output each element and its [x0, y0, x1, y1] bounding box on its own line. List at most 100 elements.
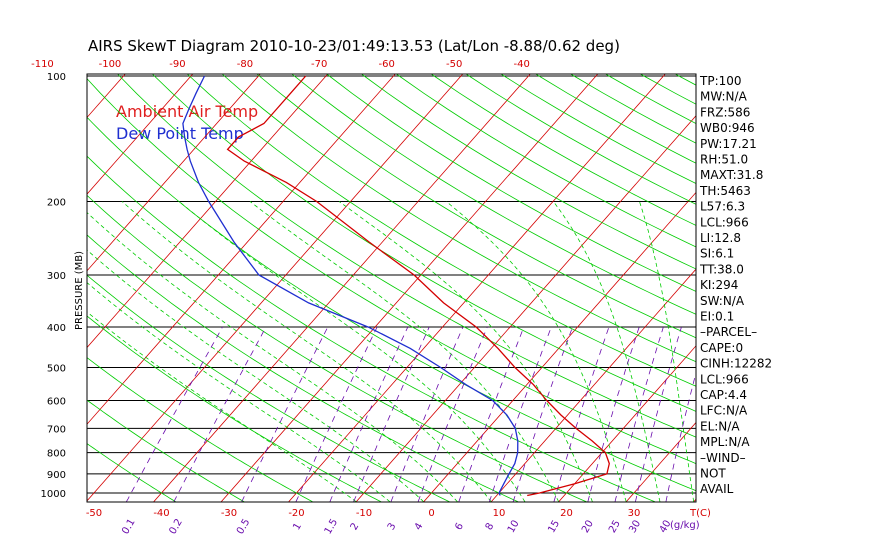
mixing-ratio-tick-label: 1.5 — [323, 517, 340, 536]
dry-adiabat-line — [87, 155, 656, 502]
moist-adiabat-line — [639, 201, 695, 502]
sounding-index-item: FRZ:586 — [700, 105, 750, 119]
moist-adiabat-line — [87, 311, 357, 502]
sounding-index-item: CAP:4.4 — [700, 388, 747, 402]
isotherm-line — [87, 74, 261, 272]
dry-adiabat-line — [186, 74, 696, 387]
sounding-index-item: KI:294 — [700, 278, 738, 292]
dry-adiabat-line — [117, 74, 696, 438]
dry-adiabat-line — [674, 74, 696, 86]
pressure-tick-label: 600 — [47, 396, 66, 407]
top-temp-tick-label: -80 — [237, 59, 253, 70]
mixing-ratio-line — [512, 326, 573, 502]
mixing-ratio-line — [126, 326, 223, 502]
mixing-ratio-tick-label: 20 — [580, 518, 596, 535]
sounding-index-item: CAPE:0 — [700, 341, 743, 355]
isotherm-line — [829, 57, 870, 502]
mixing-ratio-line — [458, 326, 525, 502]
top-temp-tick-label: -40 — [514, 59, 530, 70]
bottom-temp-tick-label: 10 — [493, 508, 506, 519]
plot-area — [87, 57, 870, 502]
pressure-tick-label: 500 — [47, 363, 66, 374]
mixing-ratio-tick-label: 4 — [413, 521, 426, 532]
plot-frame — [86, 73, 697, 503]
bottom-temp-tick-label: -30 — [221, 508, 237, 519]
dry-adiabat-line — [87, 315, 382, 502]
isotherm-line — [220, 74, 599, 502]
mixing-ratio-line — [417, 326, 488, 502]
isotherm-line — [761, 57, 870, 502]
bottom-temp-tick-label: 20 — [560, 508, 573, 519]
sounding-index-item: TT:38.0 — [699, 262, 744, 276]
top-temp-tick-label: -90 — [169, 59, 185, 70]
sounding-index-item: LFC:N/A — [700, 404, 748, 418]
pressure-tick-label: 1000 — [41, 489, 66, 500]
sounding-index-item: PW:17.21 — [700, 137, 757, 151]
pressure-tick-label: 200 — [47, 198, 66, 209]
dry-adiabat-line — [326, 74, 696, 292]
mixing-ratio-line — [329, 326, 409, 502]
moist-adiabat-line — [338, 201, 593, 502]
dry-adiabat-line — [430, 74, 696, 226]
sounding-index-item: LCL:966 — [700, 215, 749, 229]
sounding-index-item: RH:51.0 — [700, 153, 748, 167]
isotherm-line — [625, 421, 696, 502]
mixing-ratio-line — [489, 326, 552, 502]
sounding-index-item: LCL:966 — [700, 372, 749, 386]
top-temp-tick-label: -60 — [379, 59, 395, 70]
dry-adiabat-line — [221, 74, 696, 363]
mixing-ratio-line — [587, 326, 640, 502]
moist-adiabat-line — [249, 201, 560, 502]
dry-adiabat-line — [87, 443, 177, 502]
sounding-index-item: CINH:12282 — [700, 357, 772, 371]
ambient-air-temp-line — [226, 75, 610, 497]
sounding-index-item: MW:N/A — [700, 90, 748, 104]
temp-axis-label: T(C) — [689, 508, 711, 519]
sounding-index-item: SW:N/A — [700, 294, 745, 308]
bottom-temp-tick-label: -40 — [153, 508, 169, 519]
isotherm-line — [558, 345, 696, 502]
mixing-ratio-tick-label: 0.2 — [167, 517, 184, 536]
dry-adiabat-line — [291, 74, 696, 315]
pressure-tick-label: 100 — [47, 72, 66, 83]
dry-adiabat-line — [151, 74, 696, 412]
mixing-ratio-tick-label: 25 — [607, 518, 623, 535]
moist-adiabat-line — [87, 282, 391, 502]
pressure-tick-label: 900 — [47, 470, 66, 481]
mixing-ratio-tick-label: 8 — [484, 521, 497, 532]
chart-title: AIRS SkewT Diagram 2010-10-23/01:49:13.5… — [88, 37, 620, 55]
sounding-index-item: –WIND– — [700, 451, 746, 465]
moist-adiabat-line — [87, 212, 458, 502]
dry-adiabat-line — [256, 74, 696, 339]
mixing-ratio-line — [390, 326, 464, 502]
isotherm-line — [288, 74, 666, 502]
bottom-temp-tick-label: 30 — [628, 508, 641, 519]
mixing-ratio-line — [295, 326, 378, 502]
sounding-index-item: WB0:946 — [700, 121, 755, 135]
mixing-ratio-line — [614, 326, 664, 502]
sounding-index-item: EL:N/A — [700, 419, 740, 433]
pressure-tick-label: 300 — [47, 271, 66, 282]
top-temp-tick-label: -110 — [31, 59, 54, 70]
moist-adiabat-line — [87, 249, 424, 502]
bottom-temp-tick-label: -20 — [288, 508, 304, 519]
sounding-index-item: L57:6.3 — [700, 200, 745, 214]
bottom-temp-tick-label: -50 — [86, 508, 102, 519]
top-temp-tick-label: -100 — [99, 59, 122, 70]
mixing-ratio-tick-label: 6 — [453, 521, 466, 532]
sounding-index-item: EI:0.1 — [700, 310, 734, 324]
pressure-tick-label: 700 — [47, 424, 66, 435]
top-temp-tick-label: -70 — [311, 59, 327, 70]
mixing-ratio-line — [665, 371, 696, 502]
dry-adiabat-line — [395, 74, 696, 248]
y-axis-label: PRESSURE (MB) — [74, 251, 85, 330]
dry-adiabat-line — [87, 78, 696, 465]
mixing-ratio-tick-label: 1 — [291, 521, 304, 532]
isotherm-line — [87, 74, 329, 349]
moist-adiabat-line — [121, 201, 492, 502]
isotherm-line — [87, 74, 396, 425]
mixing-ratio-tick-label: 3 — [386, 521, 399, 532]
sounding-index-item: SI:6.1 — [700, 247, 734, 261]
